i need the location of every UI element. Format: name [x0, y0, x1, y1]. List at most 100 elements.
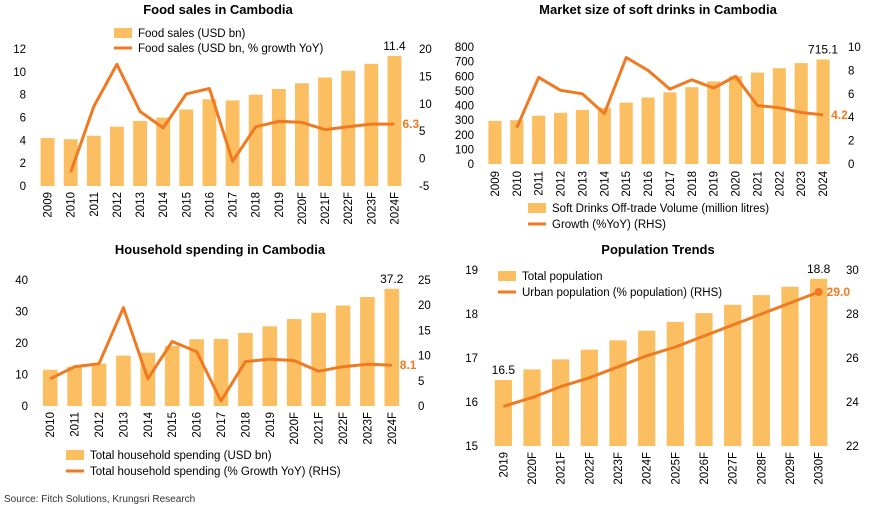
legend-label: Total population [522, 271, 603, 283]
y-left-tick-label: 500 [455, 86, 474, 98]
bar-2022F [341, 70, 356, 186]
legend-label: Growth (%YoY) (RHS) [552, 219, 666, 231]
bar-2010 [42, 369, 58, 406]
chart-title: Market size of soft drinks in Cambodia [539, 2, 777, 17]
chart-title: Population Trends [601, 242, 714, 257]
bar-2030F [810, 278, 828, 446]
bar-2029F [781, 286, 799, 446]
bar-2022 [772, 68, 786, 164]
x-tick-label: 2023F [366, 192, 378, 225]
x-tick-label: 2024F [642, 452, 654, 485]
bar-2019 [271, 88, 286, 186]
y-left-tick-label: 4 [20, 135, 27, 147]
bar-2024 [816, 59, 830, 164]
y-right-tick-label: 25 [418, 275, 431, 287]
x-tick-label: 2022 [774, 171, 786, 197]
y-right-tick-label: -5 [419, 181, 429, 193]
x-tick-label: 2013 [577, 171, 589, 197]
x-tick-label: 2024F [389, 192, 401, 225]
x-tick-label: 2011 [534, 171, 546, 196]
x-tick-label: 2020F [289, 412, 301, 445]
y-left-tick-label: 10 [15, 370, 28, 382]
legend-swatch-bar [66, 450, 84, 460]
bar-2024F [638, 330, 656, 446]
bar-2012 [110, 126, 124, 186]
x-tick-label: 2014 [143, 411, 155, 437]
x-tick-label: 2022F [343, 192, 355, 225]
x-tick-label: 2014 [158, 191, 170, 217]
x-tick-label: 2014 [599, 170, 611, 196]
bar-2024F [384, 288, 400, 406]
x-tick-label: 2025F [670, 452, 682, 485]
source-note: Source: Fitch Solutions, Krungsri Resear… [4, 494, 196, 505]
x-tick-label: 2010 [66, 192, 78, 218]
x-tick-label: 2020F [297, 192, 309, 225]
y-right-tick-label: 4 [848, 112, 855, 124]
bar-2013 [116, 355, 131, 406]
y-left-tick-label: 15 [465, 441, 478, 453]
bar-2012 [91, 363, 107, 406]
bar-end-label: 18.8 [807, 262, 831, 276]
bar-2010 [510, 120, 524, 164]
chart-1: Food sales in Cambodia 0 2 4 6 8 10 12 -5 0 5 10 15 2… [13, 2, 432, 225]
x-tick-label: 2009 [490, 171, 502, 197]
bar-2010 [63, 139, 78, 186]
bar-2025F [666, 321, 684, 446]
y-left-tick-label: 17 [465, 353, 478, 365]
x-tick-label: 2012 [556, 171, 568, 197]
y-left-tick-label: 0 [468, 159, 474, 171]
x-tick-label: 2015 [621, 171, 633, 197]
y-right-tick-label: 5 [419, 126, 425, 138]
bar-2021 [750, 72, 764, 164]
y-right-tick-label: 24 [846, 397, 859, 409]
y-left-tick-label: 2 [20, 158, 26, 170]
x-tick-label: 2010 [512, 171, 524, 197]
y-right-tick-label: 0 [419, 154, 425, 166]
x-tick-label: 2022F [584, 452, 596, 485]
bar-2016 [202, 99, 217, 186]
y-right-tick-label: 8 [848, 65, 854, 77]
chart-4: Population Trends 15 16 17 18 19 22 24 26 28 30 201… [465, 242, 859, 485]
bar-end-label: 11.4 [383, 39, 406, 53]
line-end-label: 4.2 [831, 108, 848, 122]
y-left-tick-label: 12 [13, 44, 26, 56]
legend-label: Urban population (% population) (RHS) [522, 287, 722, 299]
bar-2014 [597, 107, 611, 164]
x-tick-label: 2010 [45, 412, 57, 438]
x-tick-label: 2018 [240, 412, 252, 438]
bar-2019 [262, 326, 278, 406]
legend-label: Total household spending (% Growth YoY) … [90, 466, 341, 478]
y-left-tick-label: 100 [455, 144, 474, 156]
y-left-tick-label: 700 [455, 57, 474, 69]
bar-2028F [752, 295, 770, 446]
bar-2016 [641, 97, 655, 164]
y-right-tick-label: 0 [418, 401, 424, 413]
bar-2017 [663, 92, 677, 164]
y-left-tick-label: 800 [455, 42, 474, 54]
x-tick-label: 2019 [709, 171, 721, 197]
y-left-tick-label: 19 [465, 265, 478, 277]
bar-2011 [67, 366, 82, 406]
x-tick-label: 2023 [796, 171, 808, 197]
x-tick-label: 2021F [314, 412, 326, 445]
bar-start-label: 16.5 [492, 363, 516, 377]
x-tick-label: 2018 [251, 192, 263, 218]
y-right-tick-label: 5 [418, 376, 424, 388]
bar-2022F [335, 305, 351, 406]
bar-2013 [575, 109, 589, 164]
y-right-tick-label: 2 [848, 136, 854, 148]
y-left-tick-label: 0 [22, 401, 28, 413]
bar-2011 [532, 115, 546, 164]
legend-label: Soft Drinks Off-trade Volume (million li… [552, 203, 769, 215]
x-tick-label: 2009 [43, 192, 55, 218]
bar-2020F [286, 319, 302, 406]
x-tick-label: 2026F [699, 452, 711, 485]
y-left-tick-label: 0 [20, 181, 26, 193]
x-tick-label: 2020F [527, 452, 539, 485]
line-end-label: 8.1 [400, 358, 417, 372]
y-right-tick-label: 22 [846, 441, 859, 453]
x-tick-label: 2023F [362, 412, 374, 445]
y-left-tick-label: 8 [20, 90, 26, 102]
x-tick-label: 2029F [785, 452, 797, 485]
